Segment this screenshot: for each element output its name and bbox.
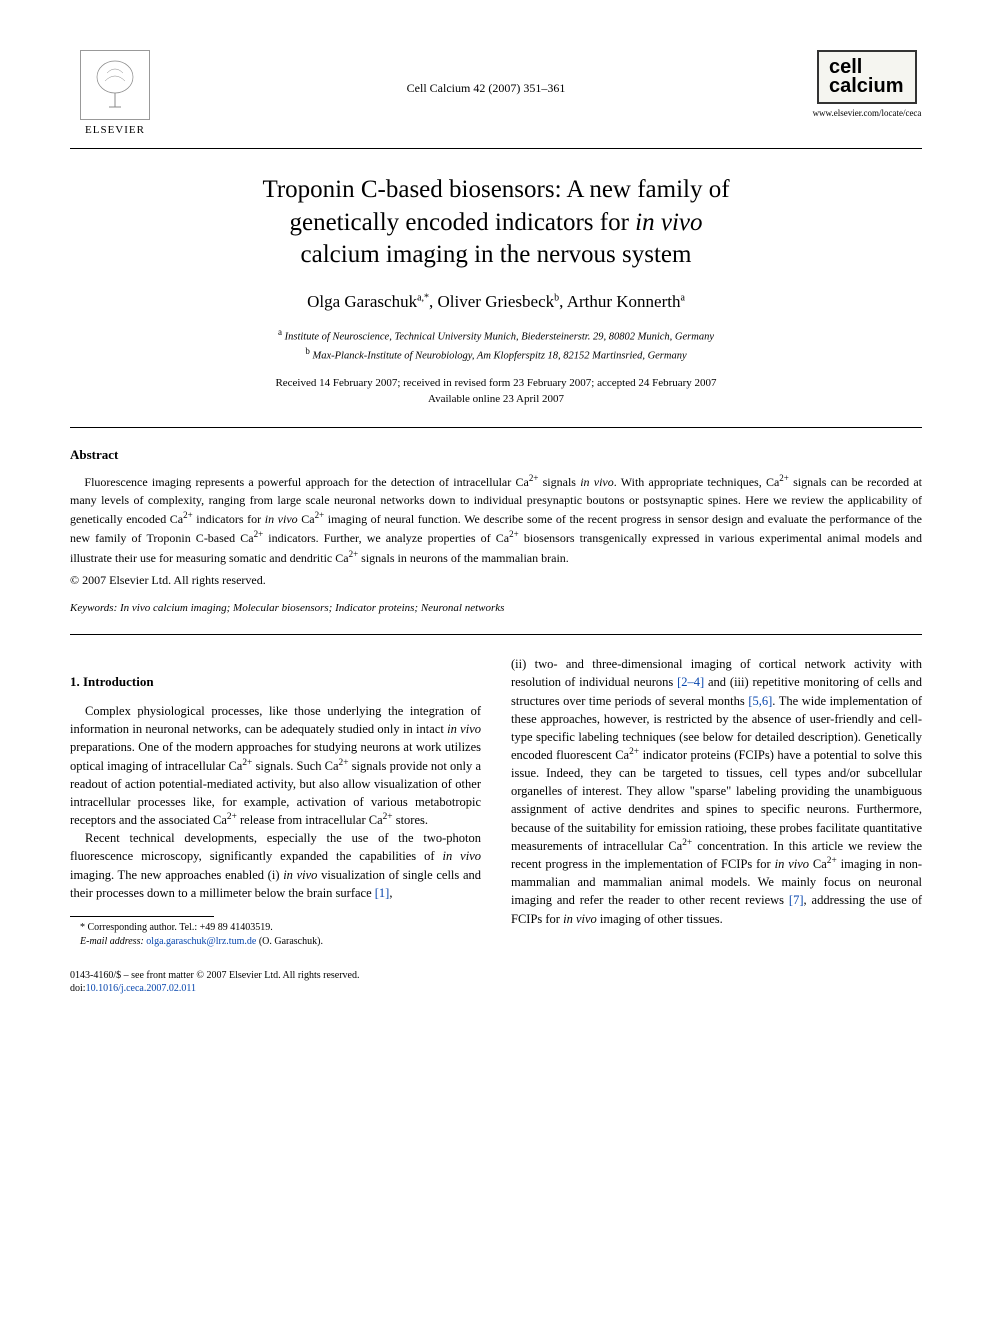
header-rule — [70, 148, 922, 149]
author-2: Oliver Griesbeckb — [438, 292, 560, 311]
doi-value[interactable]: 10.1016/j.ceca.2007.02.011 — [86, 983, 196, 994]
intro-p2: Recent technical developments, especiall… — [70, 829, 481, 902]
journal-logo: cell calcium www.elsevier.com/locate/cec… — [812, 50, 922, 120]
email-label: E-mail address: — [80, 936, 144, 947]
title-line1: Troponin C-based biosensors: A new famil… — [262, 176, 729, 203]
title-line2: genetically encoded indicators for — [289, 209, 635, 236]
left-column: 1. Introduction Complex physiological pr… — [70, 655, 481, 949]
elsevier-tree-icon — [80, 50, 150, 120]
journal-url[interactable]: www.elsevier.com/locate/ceca — [813, 107, 922, 120]
section-1-heading: 1. Introduction — [70, 673, 481, 692]
article-dates: Received 14 February 2007; received in r… — [70, 376, 922, 407]
right-column: (ii) two- and three-dimensional imaging … — [511, 655, 922, 949]
footnote-rule — [70, 916, 214, 917]
email-who: (O. Garaschuk). — [259, 936, 323, 947]
journal-logo-line2: calcium — [829, 77, 905, 96]
title-line2-italic: in vivo — [635, 209, 702, 236]
corresp-email-line: E-mail address: olga.garaschuk@lrz.tum.d… — [70, 935, 481, 949]
abstract-paragraph: Fluorescence imaging represents a powerf… — [70, 472, 922, 567]
abstract-copyright: © 2007 Elsevier Ltd. All rights reserved… — [70, 572, 922, 589]
journal-logo-box: cell calcium — [817, 50, 917, 104]
page-footer: 0143-4160/$ – see front matter © 2007 El… — [70, 969, 922, 996]
doi-line: doi:10.1016/j.ceca.2007.02.011 — [70, 982, 922, 996]
issn-line: 0143-4160/$ – see front matter © 2007 El… — [70, 969, 922, 983]
page-header: ELSEVIER Cell Calcium 42 (2007) 351–361 … — [70, 50, 922, 138]
title-line3: calcium imaging in the nervous system — [301, 241, 692, 268]
publisher-logo: ELSEVIER — [70, 50, 160, 138]
intro-p2-cont: (ii) two- and three-dimensional imaging … — [511, 655, 922, 927]
abstract-body: Fluorescence imaging represents a powerf… — [70, 472, 922, 567]
keywords-line: Keywords: In vivo calcium imaging; Molec… — [70, 601, 922, 616]
affiliation-b: b Max-Planck-Institute of Neurobiology, … — [70, 345, 922, 364]
journal-reference: Cell Calcium 42 (2007) 351–361 — [160, 50, 812, 97]
received-date: Received 14 February 2007; received in r… — [70, 376, 922, 391]
doi-label: doi: — [70, 983, 86, 994]
author-1: Olga Garaschuka,* — [307, 292, 429, 311]
intro-p1: Complex physiological processes, like th… — [70, 702, 481, 829]
keywords-text: In vivo calcium imaging; Molecular biose… — [120, 602, 504, 614]
online-date: Available online 23 April 2007 — [70, 392, 922, 407]
keywords-label: Keywords: — [70, 602, 117, 614]
email-address[interactable]: olga.garaschuk@lrz.tum.de — [146, 936, 256, 947]
author-list: Olga Garaschuka,*, Oliver Griesbeckb, Ar… — [70, 290, 922, 314]
publisher-name: ELSEVIER — [85, 123, 145, 138]
abstract-bottom-rule — [70, 634, 922, 635]
abstract-top-rule — [70, 427, 922, 428]
body-columns: 1. Introduction Complex physiological pr… — [70, 655, 922, 949]
corresponding-author-footnote: * Corresponding author. Tel.: +49 89 414… — [70, 921, 481, 949]
corresp-tel: * Corresponding author. Tel.: +49 89 414… — [70, 921, 481, 935]
affiliation-list: a Institute of Neuroscience, Technical U… — [70, 326, 922, 365]
abstract-heading: Abstract — [70, 446, 922, 464]
article-title: Troponin C-based biosensors: A new famil… — [150, 174, 842, 272]
author-3: Arthur Konnertha — [567, 292, 685, 311]
affiliation-a: a Institute of Neuroscience, Technical U… — [70, 326, 922, 345]
